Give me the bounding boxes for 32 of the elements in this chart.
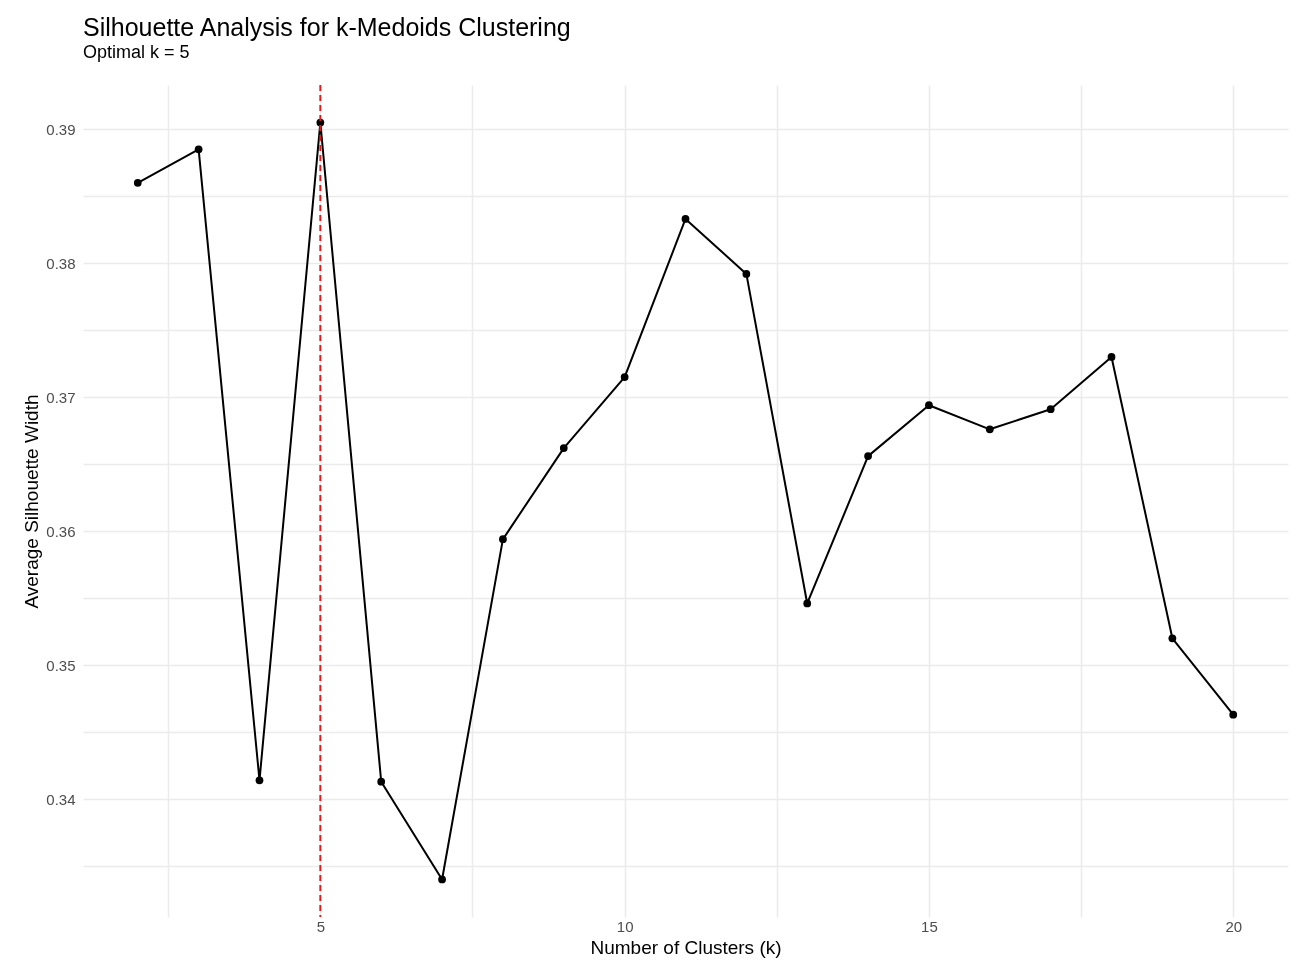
x-tick-label: 10 bbox=[616, 917, 634, 935]
point bbox=[1168, 634, 1177, 643]
point bbox=[1046, 405, 1055, 414]
point bbox=[864, 452, 872, 460]
point bbox=[255, 776, 264, 785]
point bbox=[925, 401, 933, 410]
y-axis-title: Average Silhouette Width bbox=[21, 394, 43, 609]
point bbox=[742, 270, 751, 278]
chart-title: Silhouette Analysis for k-Medoids Clustering bbox=[83, 13, 571, 41]
x-axis-title: Number of Clusters (k) bbox=[590, 936, 782, 958]
point bbox=[438, 875, 446, 884]
chart-subtitle: Optimal k = 5 bbox=[83, 42, 190, 62]
point bbox=[559, 444, 568, 452]
point bbox=[1229, 710, 1238, 719]
y-tick-label: 0.37 bbox=[46, 388, 76, 406]
y-tick-label: 0.38 bbox=[46, 254, 76, 272]
point bbox=[803, 599, 812, 608]
x-tick-label: 20 bbox=[1225, 917, 1243, 935]
point bbox=[985, 425, 994, 434]
y-tick-label: 0.39 bbox=[46, 120, 76, 138]
x-tick-label: 5 bbox=[316, 917, 326, 935]
y-tick-label: 0.34 bbox=[46, 790, 76, 808]
y-tick-label: 0.36 bbox=[46, 522, 76, 540]
point bbox=[681, 215, 690, 223]
point bbox=[620, 373, 629, 381]
point bbox=[1107, 353, 1116, 361]
point bbox=[133, 178, 142, 187]
point bbox=[499, 535, 507, 544]
point bbox=[194, 145, 203, 154]
point bbox=[377, 777, 386, 786]
x-tick-label: 15 bbox=[921, 917, 938, 935]
y-tick-label: 0.35 bbox=[46, 656, 76, 674]
